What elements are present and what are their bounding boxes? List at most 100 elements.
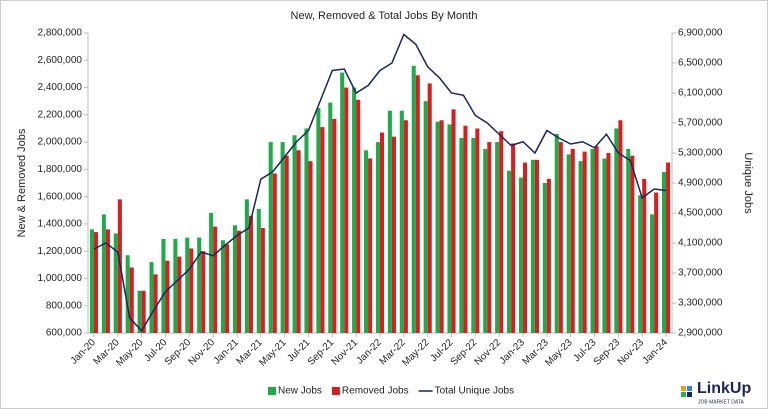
logo-tagline: JOB MARKET DATA (698, 399, 745, 405)
y-tick-label: 2,800,000 (38, 28, 83, 39)
bar (221, 240, 226, 333)
bar (387, 110, 392, 334)
bar (582, 151, 587, 333)
bar (447, 124, 452, 333)
bar (93, 232, 99, 333)
bar (380, 132, 385, 333)
bar (618, 120, 623, 333)
bar (225, 244, 230, 333)
bar (606, 153, 611, 333)
bar (113, 233, 118, 333)
y-tick-label: 600,000 (46, 328, 83, 339)
bar (292, 135, 297, 333)
bar (661, 172, 667, 333)
legend-label: New Jobs (278, 386, 322, 397)
y-tick-label: 2,000,000 (38, 137, 83, 148)
bar (650, 214, 655, 333)
bar (344, 87, 349, 333)
bar (356, 99, 361, 334)
bar (614, 128, 619, 333)
bar (352, 87, 357, 333)
bar (451, 109, 456, 333)
bar (594, 146, 599, 333)
bar (626, 148, 631, 333)
bar (427, 83, 432, 333)
y-tick-label: 2,600,000 (38, 55, 83, 66)
bar (666, 162, 671, 333)
bar (415, 75, 420, 333)
bar (439, 120, 444, 333)
bar (340, 72, 345, 333)
bar (332, 118, 337, 333)
y2-tick-label: 4,500,000 (678, 208, 723, 219)
bar (578, 161, 583, 333)
bar (364, 150, 369, 333)
bar (244, 199, 249, 333)
logo-icon (687, 386, 692, 391)
y-tick-label: 1,600,000 (38, 191, 83, 202)
bar (534, 159, 539, 333)
bar (554, 133, 559, 333)
y-tick-label: 2,200,000 (38, 109, 83, 120)
bar (523, 162, 528, 333)
bar (530, 159, 535, 333)
logo: LinkUp JOB MARKET DATA (681, 380, 751, 405)
y-tick-label: 1,400,000 (38, 219, 83, 230)
bar (232, 225, 237, 333)
bar (149, 262, 154, 333)
bar (304, 128, 309, 333)
bar (483, 148, 488, 333)
bar (499, 131, 504, 333)
bar (423, 101, 428, 333)
bar (316, 108, 321, 333)
logo-name: LinkUp (697, 380, 751, 397)
logo-icon (687, 392, 692, 397)
bar (630, 155, 635, 333)
bar (475, 128, 480, 333)
bar (558, 142, 563, 333)
logo-icon (681, 386, 686, 391)
bar (368, 158, 373, 333)
y2-tick-label: 3,300,000 (678, 298, 723, 309)
legend-swatch (331, 387, 340, 395)
logo-icon (681, 392, 686, 397)
bar (165, 260, 170, 333)
bar (280, 142, 285, 333)
bar (296, 150, 301, 333)
bar (518, 177, 524, 333)
bar (268, 142, 273, 333)
y2-tick-label: 6,100,000 (678, 88, 723, 99)
y2-tick-label: 6,500,000 (678, 58, 723, 69)
bar (284, 155, 289, 333)
bar (137, 290, 142, 333)
bar (542, 183, 547, 333)
line (93, 33, 667, 332)
legend-label: Removed Jobs (342, 386, 409, 397)
y2-tick-label: 5,700,000 (678, 118, 723, 129)
bar (173, 238, 178, 333)
bar (546, 178, 551, 333)
bar (328, 102, 333, 333)
bar (256, 208, 261, 333)
bar (153, 274, 158, 333)
y-tick-label: 2,400,000 (38, 82, 83, 93)
y2-tick-label: 5,300,000 (678, 148, 723, 159)
bar (141, 290, 146, 333)
bar (566, 154, 571, 333)
bar (654, 192, 659, 333)
bar (642, 178, 647, 333)
bar (399, 110, 404, 334)
y2-tick-label: 4,900,000 (678, 178, 723, 189)
bar (161, 238, 166, 333)
y2-tick-label: 2,900,000 (678, 328, 723, 339)
y-axis-label: New & Removed Jobs (16, 128, 28, 237)
bar (260, 228, 265, 333)
chart-title: New, Removed & Total Jobs By Month (291, 10, 478, 22)
y-tick-label: 1,200,000 (38, 246, 83, 257)
bar (197, 237, 202, 333)
bar (511, 143, 516, 333)
bar (177, 256, 182, 333)
bar (101, 214, 106, 333)
bar (391, 136, 396, 333)
bar (236, 230, 242, 333)
